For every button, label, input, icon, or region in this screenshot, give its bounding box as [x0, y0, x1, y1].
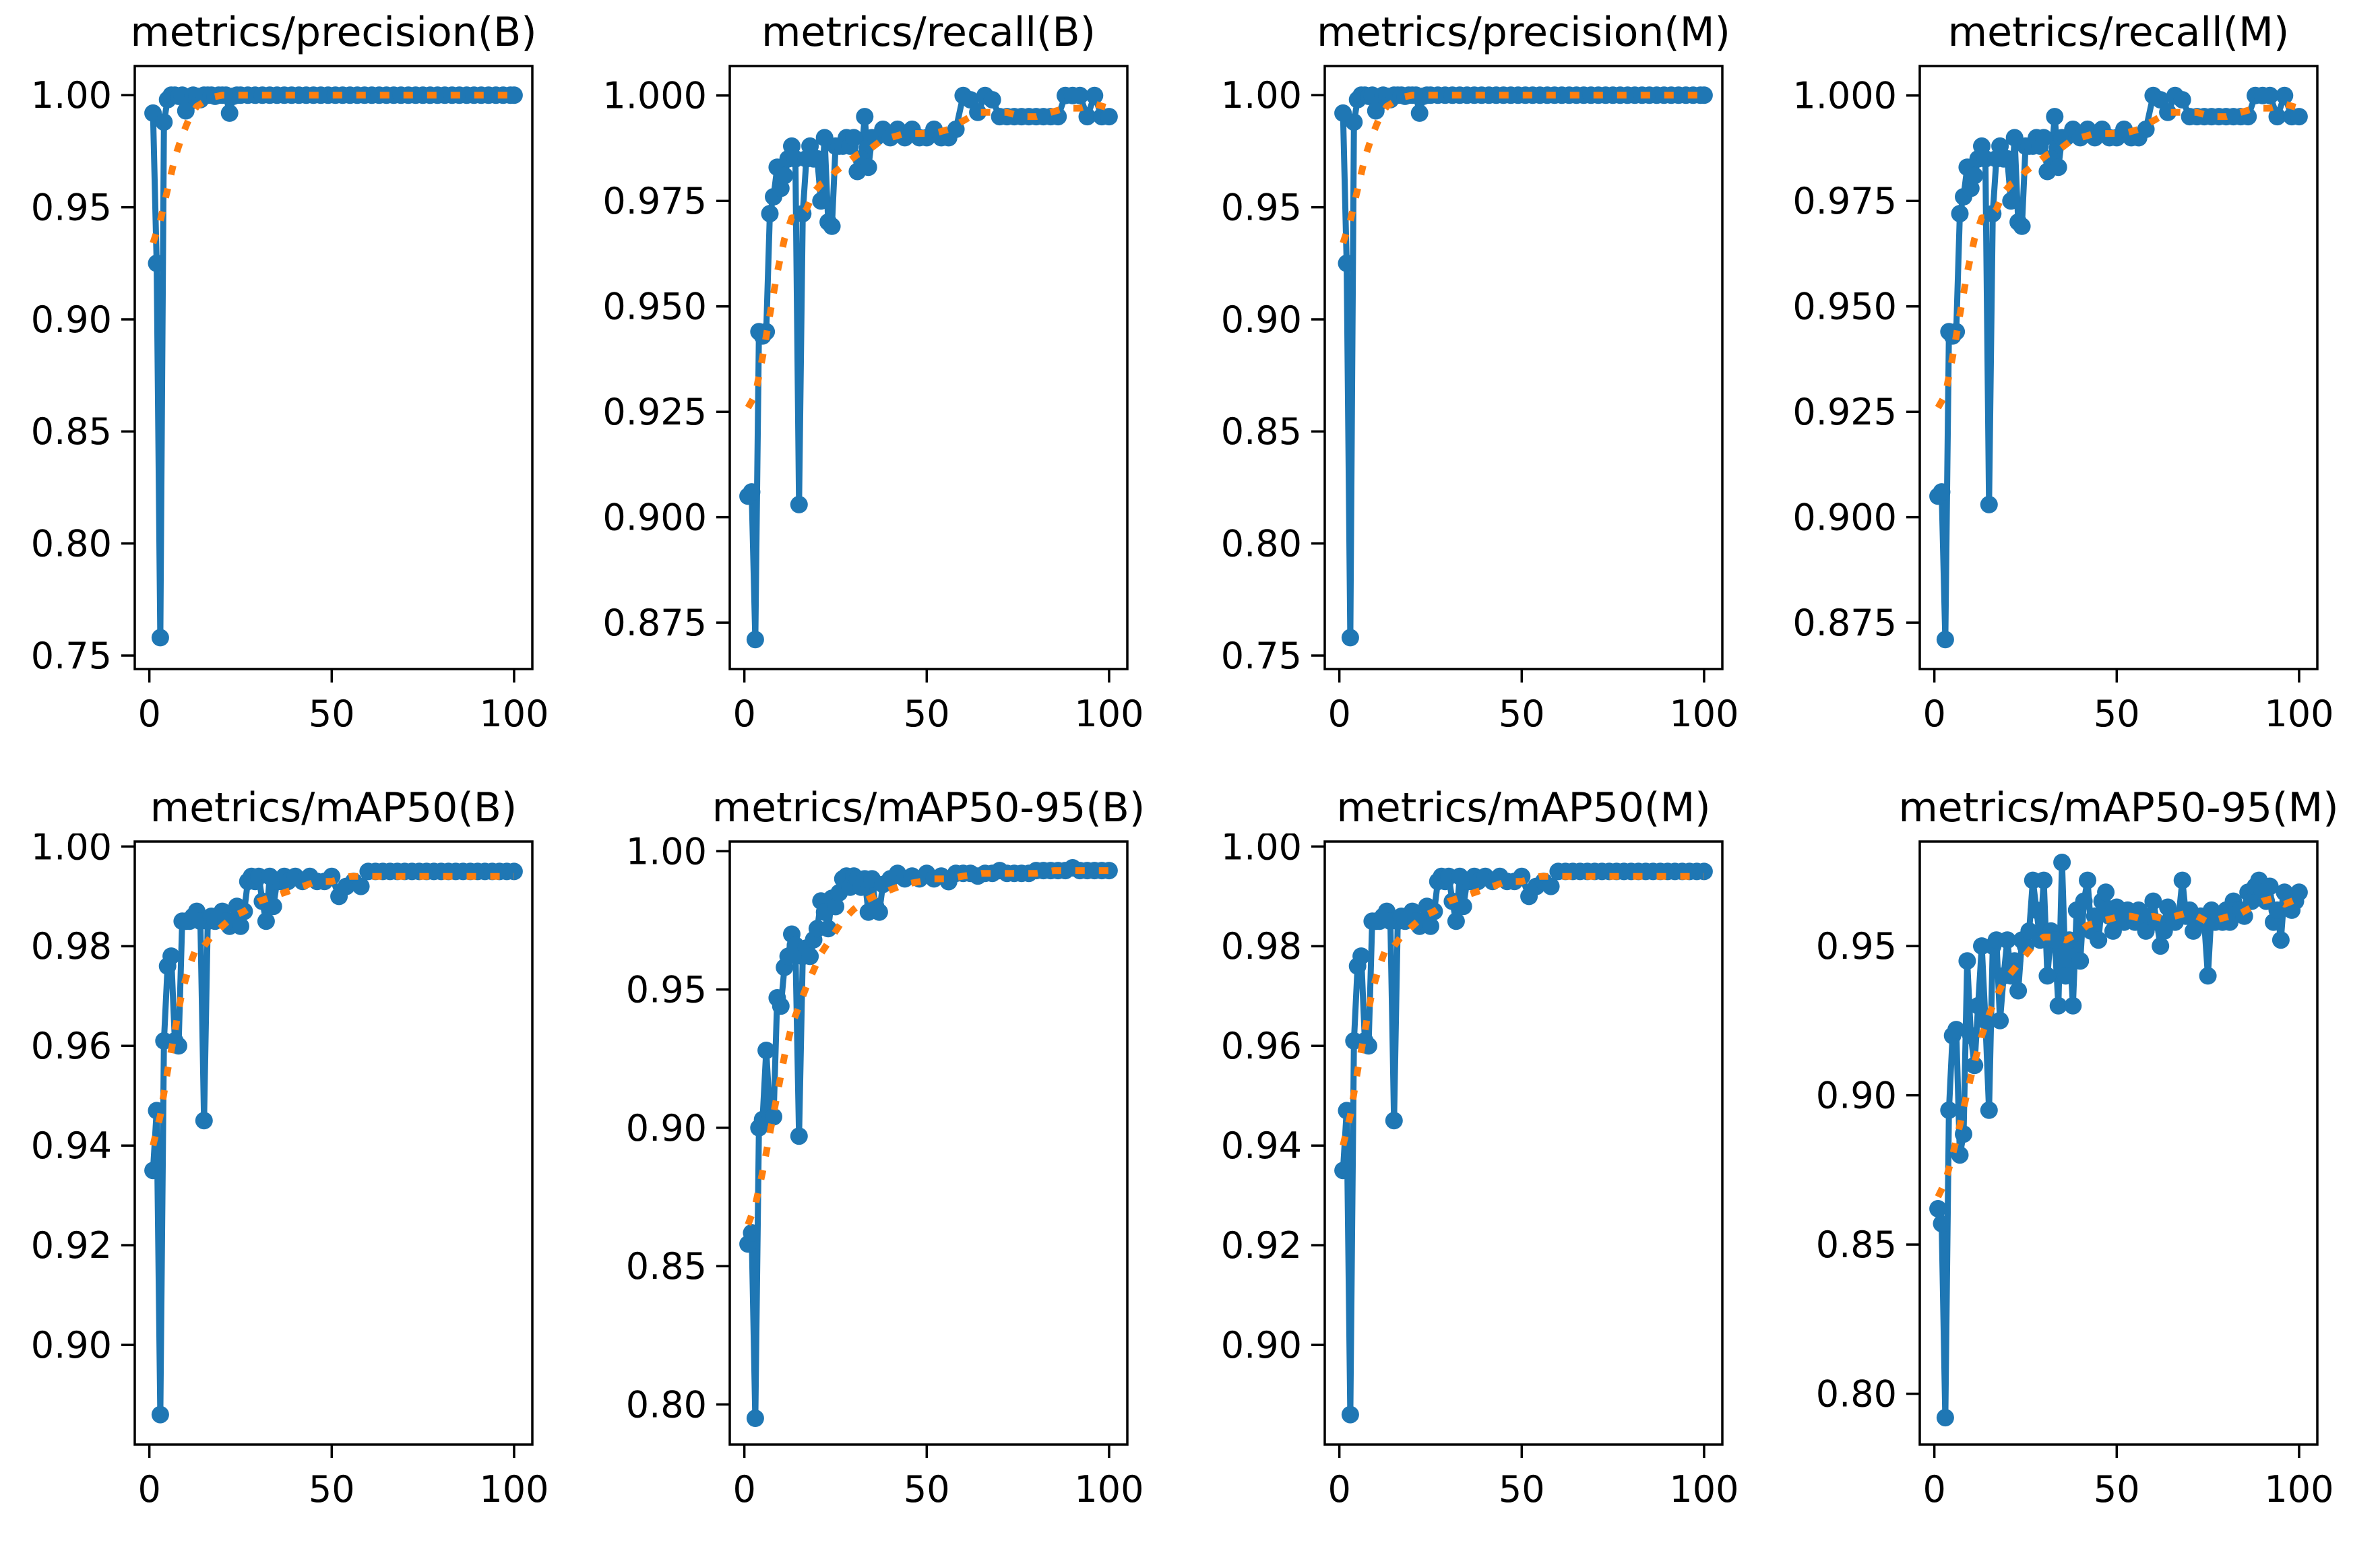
svg-text:0.80: 0.80: [1816, 1373, 1897, 1416]
chart-title: metrics/recall(B): [761, 9, 1096, 56]
svg-text:50: 50: [1499, 693, 1545, 735]
subplot-metrics-precision-m: metrics/precision(M) 0.75 0.80 0.85 0.90 0.9…: [1190, 0, 1785, 776]
svg-text:100: 100: [1669, 1468, 1739, 1511]
svg-text:0.96: 0.96: [31, 1025, 112, 1067]
svg-text:0.95: 0.95: [626, 969, 707, 1011]
svg-text:0.95: 0.95: [1221, 187, 1302, 229]
svg-text:0.80: 0.80: [1221, 523, 1302, 565]
svg-text:50: 50: [1499, 1468, 1545, 1511]
svg-text:1.00: 1.00: [626, 833, 707, 873]
svg-text:50: 50: [309, 693, 355, 735]
chart-title: metrics/mAP50(B): [150, 784, 518, 831]
svg-text:0.875: 0.875: [602, 602, 707, 644]
svg-text:0: 0: [732, 693, 755, 735]
svg-text:0: 0: [1327, 1468, 1350, 1511]
svg-text:0.900: 0.900: [602, 497, 707, 539]
chart-title: metrics/mAP50-95(M): [1898, 784, 2339, 831]
svg-text:0.85: 0.85: [31, 410, 112, 453]
svg-text:0.975: 0.975: [1792, 180, 1897, 222]
chart-canvas-map50-m: 0.90 0.92 0.94 0.96 0.98 1.00 0 50 100: [1221, 833, 1739, 1511]
svg-text:0.900: 0.900: [1792, 497, 1897, 539]
svg-text:0: 0: [137, 1468, 160, 1511]
svg-text:0.92: 0.92: [31, 1224, 112, 1267]
svg-text:0: 0: [732, 1468, 755, 1511]
svg-text:1.000: 1.000: [602, 75, 707, 117]
chart-title: metrics/precision(M): [1317, 9, 1730, 56]
subplot-metrics-recall-m: metrics/recall(M) 0.875 0.900 0.925 0.950 0.…: [1785, 0, 2380, 776]
chart-canvas-recall-m: 0.875 0.900 0.925 0.950 0.975 1.000 0 50 100: [1792, 65, 2334, 735]
svg-text:0.90: 0.90: [626, 1107, 707, 1149]
chart-canvas-map50-95-m: 0.80 0.85 0.90 0.95 0 50 100: [1816, 840, 2334, 1511]
svg-text:50: 50: [2094, 1468, 2140, 1511]
svg-text:0.85: 0.85: [626, 1245, 707, 1288]
chart-canvas-precision-b: 0.75 0.80 0.85 0.90 0.95 1.00 0 50 100: [31, 65, 549, 735]
svg-text:0.85: 0.85: [1221, 410, 1302, 453]
svg-text:0: 0: [1922, 693, 1945, 735]
chart-title: metrics/precision(B): [130, 9, 537, 56]
subplot-metrics-map50-95-m: metrics/mAP50-95(M) 0.80 0.85 0.90 0.95 0 50 1…: [1785, 776, 2380, 1551]
svg-text:1.00: 1.00: [1221, 74, 1302, 117]
chart-canvas-map50-b: 0.90 0.92 0.94 0.96 0.98 1.00 0 50 100: [31, 833, 549, 1511]
svg-text:0.80: 0.80: [31, 523, 112, 565]
svg-text:0.85: 0.85: [1816, 1224, 1897, 1266]
chart-title: metrics/mAP50-95(B): [712, 784, 1146, 831]
svg-text:0.90: 0.90: [1221, 298, 1302, 341]
svg-text:0.875: 0.875: [1792, 602, 1897, 644]
chart-canvas-map50-95-b: 0.80 0.85 0.90 0.95 1.00 0 50 100: [626, 833, 1144, 1511]
svg-text:100: 100: [2264, 693, 2334, 735]
svg-text:0.90: 0.90: [1221, 1324, 1302, 1366]
svg-text:0.98: 0.98: [1221, 925, 1302, 968]
svg-text:0.90: 0.90: [31, 298, 112, 341]
svg-text:0.94: 0.94: [1221, 1125, 1302, 1167]
svg-text:0.95: 0.95: [1816, 925, 1897, 968]
svg-text:0.925: 0.925: [1792, 391, 1897, 433]
svg-text:0.90: 0.90: [31, 1324, 112, 1366]
chart-title: metrics/recall(M): [1947, 9, 2290, 56]
svg-text:0.94: 0.94: [31, 1125, 112, 1167]
svg-text:50: 50: [309, 1468, 355, 1511]
svg-text:100: 100: [1669, 693, 1739, 735]
svg-text:1.00: 1.00: [1221, 833, 1302, 868]
svg-text:100: 100: [2264, 1468, 2334, 1511]
svg-text:0.75: 0.75: [1221, 635, 1302, 677]
subplot-metrics-precision-b: metrics/precision(B) 0.75 0.80 0.85 0.90 0.9…: [0, 0, 595, 776]
svg-text:0: 0: [1922, 1468, 1945, 1511]
svg-text:1.000: 1.000: [1792, 75, 1897, 117]
svg-text:50: 50: [904, 693, 950, 735]
svg-text:0.90: 0.90: [1816, 1075, 1897, 1117]
svg-text:0: 0: [1327, 693, 1350, 735]
svg-text:1.00: 1.00: [31, 833, 112, 868]
svg-text:100: 100: [479, 1468, 549, 1511]
svg-text:0.98: 0.98: [31, 925, 112, 968]
svg-text:100: 100: [479, 693, 549, 735]
svg-text:0: 0: [137, 693, 160, 735]
svg-text:0.75: 0.75: [31, 635, 112, 677]
subplot-metrics-map50-b: metrics/mAP50(B) 0.90 0.92 0.94 0.96 0.98 1.0…: [0, 776, 595, 1551]
subplot-metrics-map50-m: metrics/mAP50(M) 0.90 0.92 0.94 0.96 0.98 1.0…: [1190, 776, 1785, 1551]
svg-text:1.00: 1.00: [31, 74, 112, 117]
chart-canvas-precision-m: 0.75 0.80 0.85 0.90 0.95 1.00 0 50 100: [1221, 65, 1739, 735]
svg-text:0.975: 0.975: [602, 180, 707, 222]
svg-text:0.950: 0.950: [1792, 286, 1897, 328]
svg-text:100: 100: [1074, 1468, 1144, 1511]
svg-text:0.80: 0.80: [626, 1383, 707, 1426]
svg-text:50: 50: [2094, 693, 2140, 735]
subplot-metrics-map50-95-b: metrics/mAP50-95(B) 0.80 0.85 0.90 0.95 1.00…: [595, 776, 1190, 1551]
chart-canvas-recall-b: 0.875 0.900 0.925 0.950 0.975 1.000 0 50 100: [602, 65, 1144, 735]
svg-text:0.925: 0.925: [602, 391, 707, 433]
svg-text:0.950: 0.950: [602, 286, 707, 328]
svg-text:100: 100: [1074, 693, 1144, 735]
chart-title: metrics/mAP50(M): [1336, 784, 1711, 831]
svg-text:50: 50: [904, 1468, 950, 1511]
svg-text:0.96: 0.96: [1221, 1025, 1302, 1067]
svg-text:0.92: 0.92: [1221, 1224, 1302, 1267]
subplot-metrics-recall-b: metrics/recall(B) 0.875 0.900 0.925 0.950 0.…: [595, 0, 1190, 776]
svg-text:0.95: 0.95: [31, 187, 112, 229]
